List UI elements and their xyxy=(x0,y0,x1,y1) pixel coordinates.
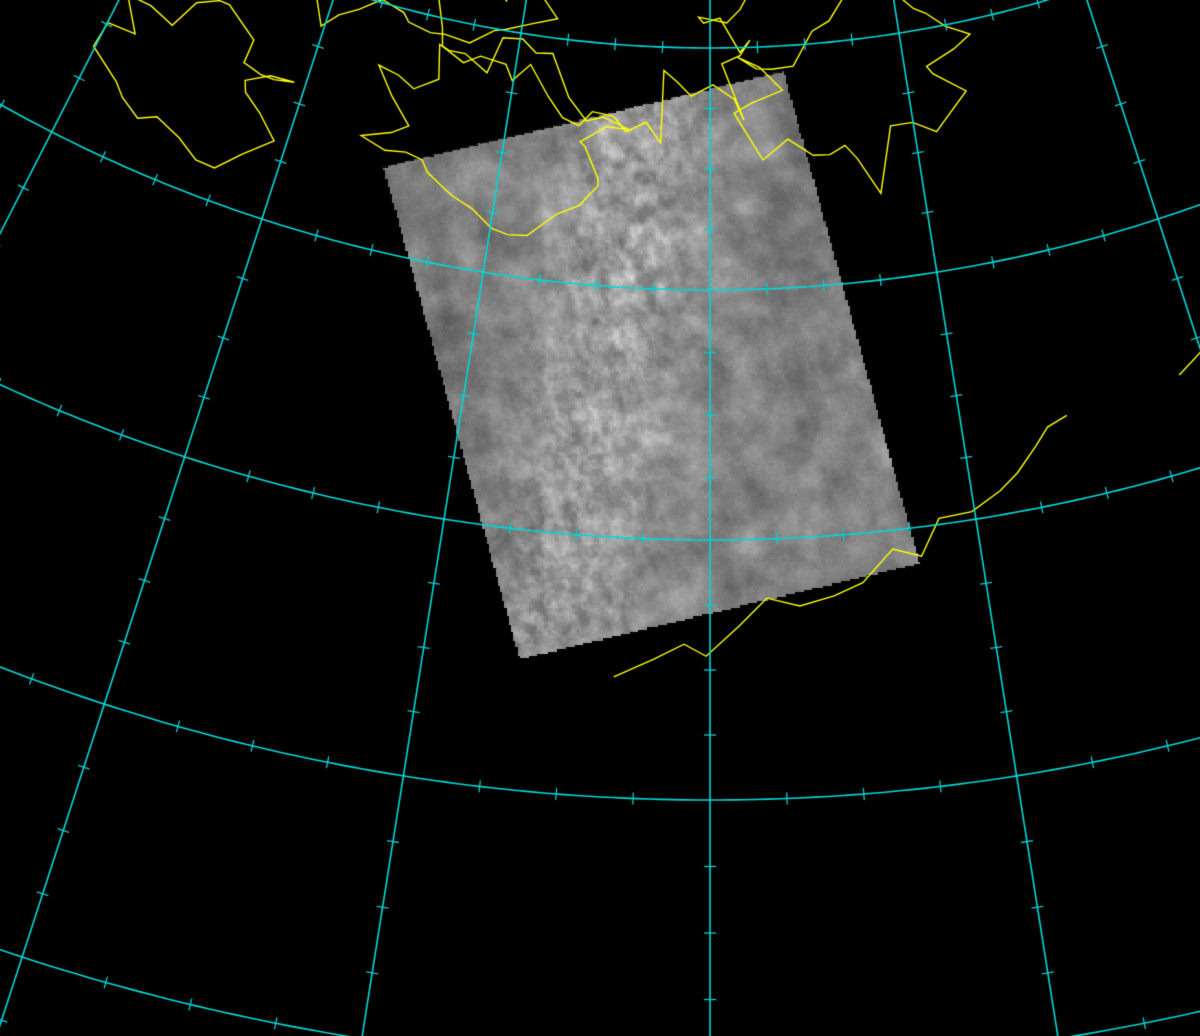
satellite-map-canvas[interactable] xyxy=(0,0,1200,1036)
map-viewport[interactable] xyxy=(0,0,1200,1036)
